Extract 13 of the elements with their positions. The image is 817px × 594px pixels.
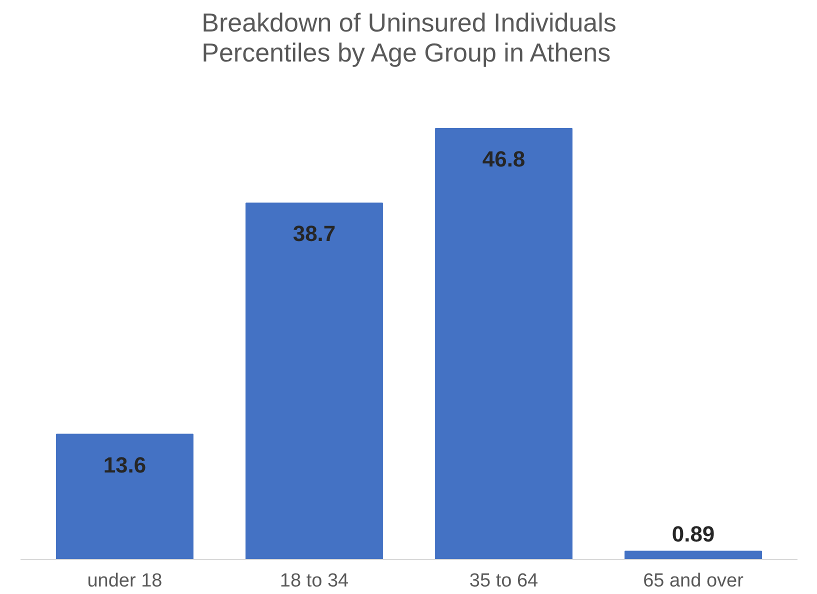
data-label: 13.6 xyxy=(103,452,146,478)
data-label: 38.7 xyxy=(292,221,336,246)
chart-title: Breakdown of Uninsured Individuals Percentiles by Age Group in Athens xyxy=(202,8,616,68)
data-label: 0.89 xyxy=(672,521,715,546)
data-label: 46.8 xyxy=(482,146,526,172)
x-tick-label: under 18 xyxy=(87,570,162,592)
bar xyxy=(624,550,762,560)
bar xyxy=(435,128,572,560)
bar xyxy=(56,434,194,560)
x-tick-label: 65 and over xyxy=(643,570,744,592)
x-tick-label: 35 to 64 xyxy=(469,570,539,592)
bar xyxy=(246,202,383,560)
x-tick-label: 18 to 34 xyxy=(280,570,350,592)
